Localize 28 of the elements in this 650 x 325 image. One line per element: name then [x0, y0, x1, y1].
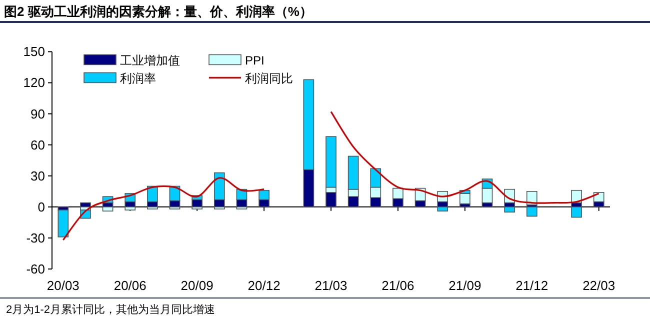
y-tick-label: 150: [23, 44, 45, 60]
y-tick-label: 60: [30, 137, 45, 152]
y-tick-label: -30: [26, 230, 45, 246]
bar: [504, 206, 515, 212]
legend-label: 利润率: [120, 72, 156, 86]
legend-label: PPI: [245, 54, 264, 68]
bar: [460, 193, 470, 204]
x-tick-label: 21/12: [516, 278, 548, 293]
x-tick-label: 22/03: [582, 278, 616, 293]
text: 2月为1-2月累计同比，其他为当月同比增速: [6, 303, 216, 316]
y-tick-label: 30: [30, 168, 45, 184]
x-tick-label: 20/03: [46, 278, 80, 293]
y-tick-label: -60: [26, 262, 45, 276]
y-tick-label: 120: [23, 75, 45, 90]
x-tick-label: 20/12: [248, 278, 280, 293]
legend-label: 工业增加值: [120, 54, 180, 68]
bar: [58, 210, 69, 238]
legend-label: 利润同比: [245, 72, 293, 86]
x-tick-label: 21/03: [314, 278, 348, 293]
x-tick-label: 20/09: [180, 278, 214, 293]
x-tick-label: 21/09: [448, 278, 482, 293]
bar: [571, 206, 582, 218]
x-tick-label: 20/06: [114, 278, 146, 293]
y-tick-label: 90: [30, 106, 45, 122]
chart-title: 图2 驱动工业利润的因素分解：量、价、利润率（%）: [4, 4, 312, 19]
bar: [102, 206, 114, 212]
x-tick-label: 21/06: [382, 278, 414, 293]
y-tick-label: 0: [38, 199, 45, 214]
